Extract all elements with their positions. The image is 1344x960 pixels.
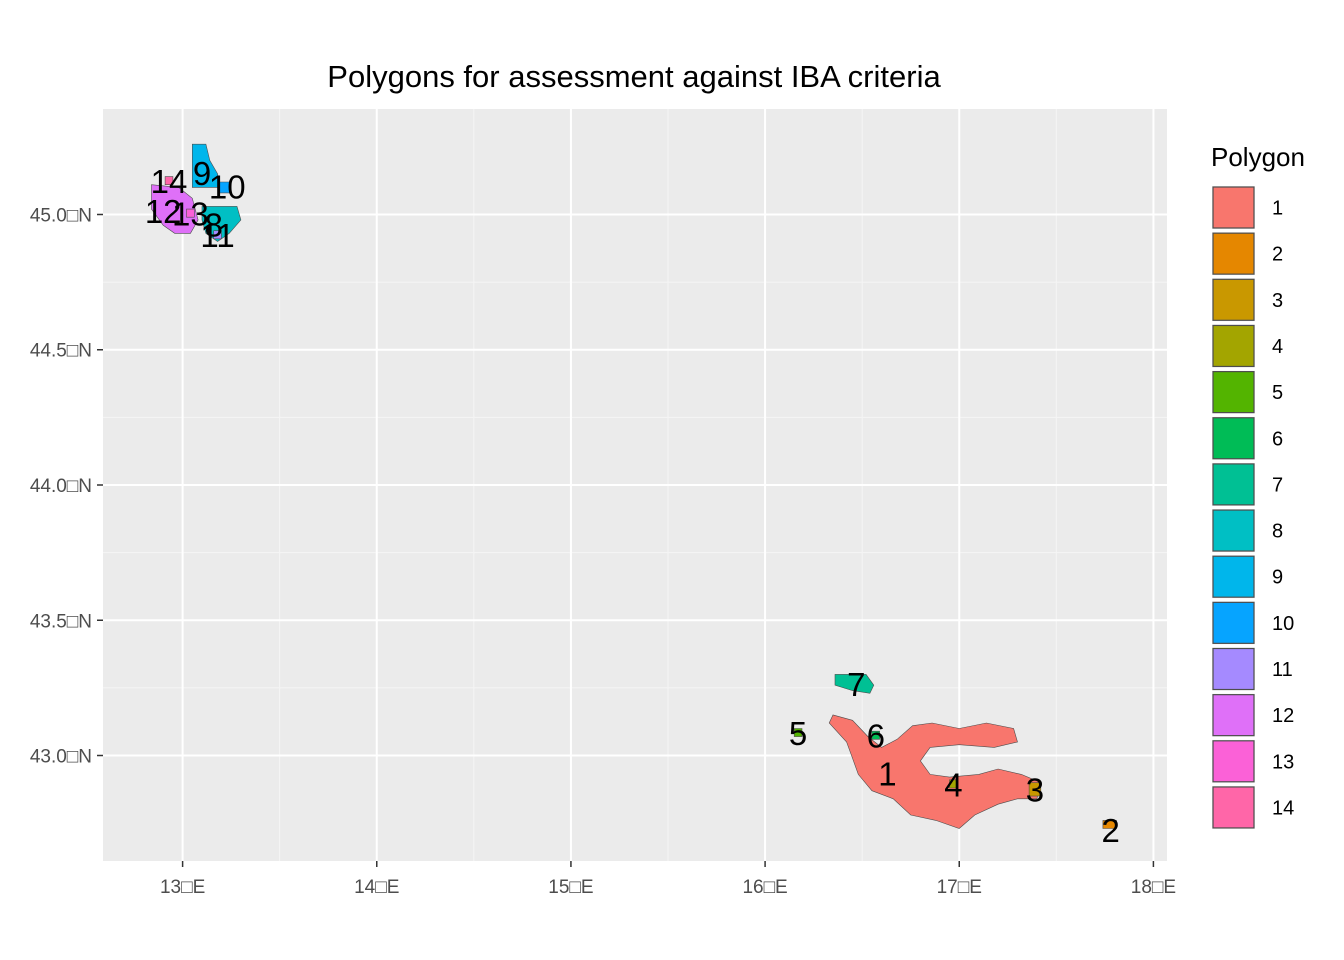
polygon-label-14: 14 <box>151 163 188 200</box>
y-tick-label: 44.0□N <box>30 476 92 497</box>
legend-label-13: 13 <box>1272 751 1294 773</box>
legend-label-10: 10 <box>1272 613 1294 635</box>
polygon-label-2: 2 <box>1102 812 1120 849</box>
legend-swatch-9 <box>1212 555 1255 598</box>
legend-label-3: 3 <box>1272 290 1283 312</box>
polygon-label-11: 11 <box>200 217 234 254</box>
legend-label-12: 12 <box>1272 705 1294 727</box>
legend-label-1: 1 <box>1272 198 1283 220</box>
x-tick-label: 16□E <box>742 877 787 898</box>
legend-swatch-8 <box>1212 509 1255 552</box>
legend-title: Polygon <box>1211 142 1305 172</box>
polygon-14 <box>164 176 174 185</box>
x-tick-label: 15□E <box>548 877 593 898</box>
polygon-12 <box>151 184 199 234</box>
legend-label-11: 11 <box>1272 659 1293 681</box>
x-tick-label: 13□E <box>160 877 205 898</box>
polygon-label-4: 4 <box>944 766 962 803</box>
grid <box>103 109 1167 861</box>
polygon-label-3: 3 <box>1026 772 1044 809</box>
polygon-label-13: 13 <box>172 195 209 232</box>
y-tick-label: 44.5□N <box>30 341 92 362</box>
legend-swatch-2 <box>1212 232 1255 275</box>
polygon-label-1: 1 <box>878 755 896 792</box>
y-tick-label: 43.5□N <box>30 611 92 632</box>
x-tick-label: 17□E <box>937 877 982 898</box>
polygon-4 <box>949 779 958 789</box>
polygon-2 <box>1102 820 1117 829</box>
polygon-5 <box>793 728 803 737</box>
polygon-7 <box>834 674 875 694</box>
legend-swatch-1 <box>1212 186 1255 229</box>
polygon-label-10: 10 <box>209 168 246 205</box>
polygon-13 <box>186 208 195 218</box>
legend-label-6: 6 <box>1272 428 1283 450</box>
polygon-label-8: 8 <box>204 206 222 243</box>
legend-label-9: 9 <box>1272 567 1283 589</box>
chart-title: Polygons for assessment against IBA crit… <box>327 59 941 94</box>
polygon-label-6: 6 <box>867 718 885 755</box>
legend-label-8: 8 <box>1272 521 1283 543</box>
legend-swatch-4 <box>1212 324 1255 368</box>
legend-swatch-12 <box>1212 694 1255 737</box>
x-tick-label: 18□E <box>1131 877 1176 898</box>
polygon-label-7: 7 <box>847 666 865 703</box>
legend-swatch-13 <box>1212 740 1255 783</box>
axes: 13□E 14□E 15□E 16□E 17□E 18□E 43.0□N 43.5□N 44.0… <box>30 205 1176 898</box>
legend-label-7: 7 <box>1272 474 1283 496</box>
x-tick-label: 14□E <box>354 877 399 898</box>
legend-swatch-6 <box>1212 417 1255 460</box>
legend-swatch-7 <box>1212 463 1255 506</box>
legend-swatch-14 <box>1212 786 1255 829</box>
legend-label-14: 14 <box>1272 797 1294 819</box>
polygon-6 <box>871 730 880 740</box>
y-tick-label: 43.0□N <box>30 747 92 768</box>
polygon-label-12: 12 <box>145 193 182 230</box>
polygon-label-9: 9 <box>193 155 211 192</box>
polygon-10 <box>219 181 232 194</box>
y-tick-label: 45.0□N <box>30 205 92 226</box>
legend-swatch-10 <box>1212 601 1255 644</box>
legend-label-4: 4 <box>1272 336 1283 358</box>
legend-swatch-3 <box>1212 278 1255 321</box>
polygons <box>151 143 1117 829</box>
legend-swatch-11 <box>1212 647 1255 691</box>
polygon-label-5: 5 <box>789 715 807 752</box>
polygon-3 <box>1028 782 1042 797</box>
polygon-1 <box>828 714 1042 829</box>
legend-swatch-5 <box>1212 371 1255 414</box>
legend-label-5: 5 <box>1272 382 1283 404</box>
polygon-9 <box>192 143 220 188</box>
polygon-8 <box>201 206 242 242</box>
legend-label-2: 2 <box>1272 244 1283 266</box>
polygon-11 <box>213 230 222 240</box>
